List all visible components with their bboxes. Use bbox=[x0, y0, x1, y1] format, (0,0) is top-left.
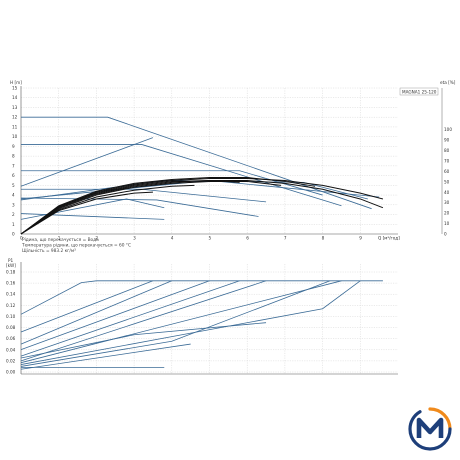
power-curve-7 bbox=[20, 280, 361, 365]
fluid-notes: Рідина, що перекачується = Вода Температ… bbox=[21, 237, 131, 254]
y-tick-label: 9 bbox=[12, 144, 15, 149]
head-curve-15 bbox=[20, 184, 195, 235]
p1-tick-label: 0.08 bbox=[6, 325, 16, 330]
power-curve-3 bbox=[20, 280, 210, 351]
power-curve-5 bbox=[20, 280, 267, 362]
note-density: Щільність = 983.2 кг/м³ bbox=[22, 248, 76, 254]
y-tick-label: 11 bbox=[12, 124, 18, 129]
power-curve-2 bbox=[20, 280, 172, 345]
x-tick-label: 3 bbox=[133, 236, 136, 241]
x-tick-label: 6 bbox=[246, 236, 249, 241]
y2-tick-label: 60 bbox=[444, 169, 450, 174]
p1-tick-label: 0.10 bbox=[6, 314, 16, 319]
p1-tick-label: 0.12 bbox=[6, 303, 16, 308]
y-tick-label: 2 bbox=[12, 212, 15, 217]
y-tick-label: 8 bbox=[12, 154, 15, 159]
p1-tick-label: 0.04 bbox=[6, 347, 16, 352]
p1-tick-label: 0.02 bbox=[6, 358, 16, 363]
p1-tick-label: 0.16 bbox=[6, 281, 16, 286]
y-axis-label: P1 bbox=[8, 258, 14, 263]
y-tick-label: 3 bbox=[12, 202, 15, 207]
efficiency-curve-1 bbox=[21, 144, 342, 207]
power-chart: 0.00 0.02 0.04 0.06 0.08 0.10 0.12 0.14 0.16 0.18… bbox=[6, 258, 398, 375]
power-curve-0 bbox=[20, 280, 383, 315]
y2-tick-label: 100 bbox=[444, 127, 452, 132]
y2-tick-label: 30 bbox=[444, 200, 450, 205]
head-curve-12 bbox=[20, 177, 316, 235]
power-curve-1 bbox=[20, 280, 154, 333]
y-tick-label: 13 bbox=[12, 105, 18, 110]
y-tick-label: 6 bbox=[12, 173, 15, 178]
y2-axis-label: eta [%] bbox=[440, 80, 456, 85]
y-tick-label: 4 bbox=[12, 193, 15, 198]
efficiency-curve-2 bbox=[21, 170, 323, 196]
y-tick-label: 14 bbox=[12, 95, 18, 100]
x-tick-label: 5 bbox=[209, 236, 212, 241]
head-curve-10 bbox=[20, 178, 384, 235]
model-label-box: MAGNA1 25-120 bbox=[399, 87, 439, 96]
x-tick-label: 1 bbox=[58, 236, 61, 241]
x-tick-label: 0 bbox=[20, 236, 23, 241]
y-axis-unit: [kW] bbox=[6, 263, 16, 268]
y-tick-label: 12 bbox=[12, 115, 18, 120]
p1-tick-label: 0.06 bbox=[6, 336, 16, 341]
y-tick-label: 10 bbox=[12, 134, 18, 139]
head-curve-14 bbox=[20, 179, 240, 235]
y-axis-label: H [m] bbox=[10, 80, 22, 85]
power-curve-4 bbox=[20, 280, 240, 357]
y2-tick-label: 50 bbox=[444, 179, 450, 184]
y-tick-label: 5 bbox=[12, 183, 15, 188]
y-tick-label: 15 bbox=[12, 86, 18, 91]
p1-tick-label: 0.14 bbox=[6, 292, 16, 297]
efficiency-curve-8 bbox=[20, 180, 368, 201]
y2-tick-label: 10 bbox=[444, 221, 450, 226]
efficiency-curve-4 bbox=[20, 197, 259, 217]
power-curve-11 bbox=[20, 343, 191, 370]
p1-tick-label: 0.18 bbox=[6, 270, 16, 275]
x-tick-label: 4 bbox=[171, 236, 174, 241]
y-tick-label: 1 bbox=[12, 222, 15, 227]
y2-tick-label: 0 bbox=[444, 232, 447, 237]
head-curve-13 bbox=[20, 180, 282, 235]
x-tick-label: 2 bbox=[95, 236, 98, 241]
model-label: MAGNA1 25-120 bbox=[402, 89, 437, 94]
power-curve-8 bbox=[20, 280, 331, 367]
p1-tick-label: 0.00 bbox=[6, 370, 16, 375]
y-tick-label: 7 bbox=[12, 163, 15, 168]
efficiency-curve-0 bbox=[21, 116, 372, 210]
x-tick-label: 8 bbox=[322, 236, 325, 241]
power-curve-9 bbox=[20, 322, 267, 359]
x-tick-label: 7 bbox=[284, 236, 287, 241]
efficiency-curve-6 bbox=[20, 137, 154, 187]
brand-logo bbox=[408, 407, 452, 451]
note-fluid: Рідина, що перекачується = Вода bbox=[22, 237, 99, 243]
head-curve-16 bbox=[20, 191, 153, 235]
y2-tick-label: 80 bbox=[444, 148, 450, 153]
y2-tick-label: 20 bbox=[444, 211, 450, 216]
y-tick-label: 0 bbox=[12, 232, 15, 237]
x-axis-label: Q [м³/год] bbox=[378, 236, 400, 241]
y2-tick-label: 90 bbox=[444, 138, 450, 143]
note-temperature: Температура рідини, що перекачується = 6… bbox=[21, 243, 131, 249]
x-tick-label: 9 bbox=[359, 236, 362, 241]
y2-tick-label: 70 bbox=[444, 159, 450, 164]
power-curve-6 bbox=[20, 280, 342, 364]
y2-tick-label: 40 bbox=[444, 190, 450, 195]
